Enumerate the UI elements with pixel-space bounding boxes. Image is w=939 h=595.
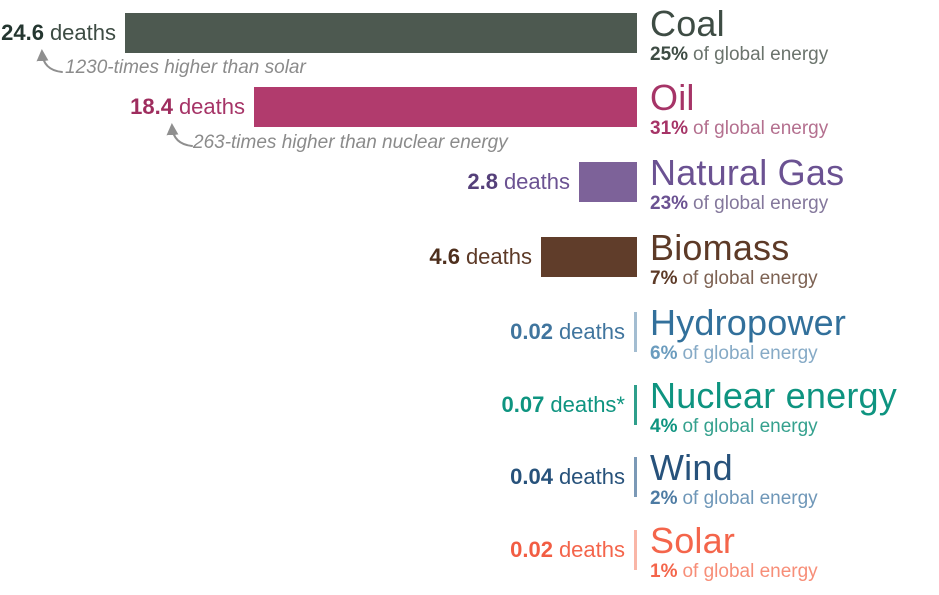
deaths-value: 0.02 xyxy=(510,537,553,562)
deaths-value: 18.4 xyxy=(130,94,173,119)
share-text: of global energy xyxy=(682,416,818,437)
share-text: of global energy xyxy=(682,343,818,364)
share-percent: 1% xyxy=(650,561,678,582)
share-percent: 31% xyxy=(650,118,689,139)
deaths-label: 0.02 deaths xyxy=(510,537,625,563)
deaths-bar xyxy=(634,530,637,570)
deaths-bar xyxy=(541,237,637,277)
share-percent: 7% xyxy=(650,268,678,289)
share-label: 25% of global energy xyxy=(650,44,828,66)
deaths-bar xyxy=(579,162,637,202)
deaths-label: 18.4 deaths xyxy=(130,94,245,120)
deaths-value: 24.6 xyxy=(1,20,44,45)
deaths-bar xyxy=(634,385,637,425)
energy-name: Hydropower xyxy=(650,302,847,343)
share-text: of global energy xyxy=(682,488,818,509)
deaths-label: 0.07 deaths* xyxy=(502,392,625,418)
deaths-unit: deaths xyxy=(503,169,570,194)
share-text: of global energy xyxy=(693,118,829,139)
deaths-label: 4.6 deaths xyxy=(429,244,532,270)
share-percent: 25% xyxy=(650,44,689,65)
energy-name: Oil xyxy=(650,77,695,118)
annotation-arrow-icon xyxy=(166,123,193,147)
share-text: of global energy xyxy=(693,44,829,65)
energy-name: Coal xyxy=(650,3,725,44)
share-percent: 6% xyxy=(650,343,678,364)
share-label: 2% of global energy xyxy=(650,488,818,510)
deaths-value: 4.6 xyxy=(429,244,460,269)
deaths-value: 0.02 xyxy=(510,319,553,344)
share-label: 4% of global energy xyxy=(650,416,818,438)
energy-name: Biomass xyxy=(650,227,790,268)
deaths-unit: deaths xyxy=(558,319,625,344)
deaths-label: 0.04 deaths xyxy=(510,464,625,490)
deaths-unit: deaths xyxy=(49,20,116,45)
share-label: 31% of global energy xyxy=(650,118,828,140)
deaths-bar xyxy=(634,312,637,352)
deaths-value: 0.04 xyxy=(510,464,553,489)
deaths-bar xyxy=(125,13,637,53)
energy-name: Natural Gas xyxy=(650,152,845,193)
annotation-arrow-icon xyxy=(36,49,63,73)
deaths-label: 24.6 deaths xyxy=(1,20,116,46)
comparison-annotation: 263-times higher than nuclear energy xyxy=(193,132,508,153)
deaths-unit: deaths xyxy=(558,537,625,562)
share-percent: 2% xyxy=(650,488,678,509)
deaths-label: 2.8 deaths xyxy=(467,169,570,195)
share-percent: 4% xyxy=(650,416,678,437)
deaths-value: 0.07 xyxy=(501,392,545,417)
share-label: 23% of global energy xyxy=(650,193,828,215)
comparison-annotation: 1230-times higher than solar xyxy=(65,57,306,78)
share-text: of global energy xyxy=(682,561,818,582)
deaths-unit: deaths xyxy=(178,94,245,119)
deaths-bar xyxy=(634,457,637,497)
share-label: 6% of global energy xyxy=(650,343,818,365)
share-text: of global energy xyxy=(682,268,818,289)
energy-name: Wind xyxy=(650,447,733,488)
share-label: 1% of global energy xyxy=(650,561,818,583)
deaths-unit: deaths xyxy=(465,244,532,269)
deaths-unit: deaths* xyxy=(550,392,625,417)
share-text: of global energy xyxy=(693,193,829,214)
share-percent: 23% xyxy=(650,193,689,214)
deaths-unit: deaths xyxy=(558,464,625,489)
deaths-bar xyxy=(254,87,637,127)
energy-name: Nuclear energy xyxy=(650,375,897,416)
share-label: 7% of global energy xyxy=(650,268,818,290)
energy-name: Solar xyxy=(650,520,736,561)
deaths-value: 2.8 xyxy=(467,169,498,194)
deaths-label: 0.02 deaths xyxy=(510,319,625,345)
